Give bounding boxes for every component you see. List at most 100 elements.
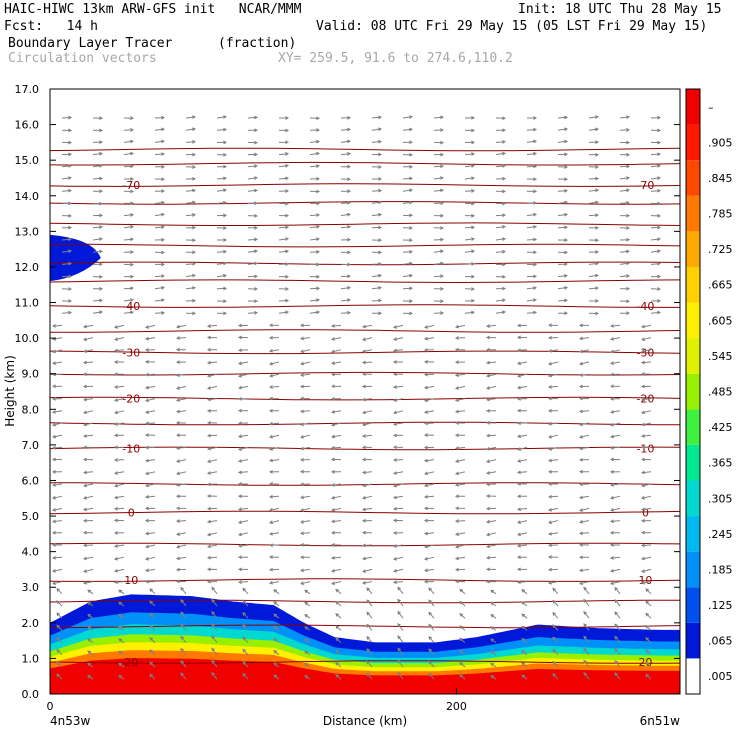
circulation-vector bbox=[82, 581, 94, 585]
circulation-vector bbox=[495, 237, 507, 241]
circulation-vector bbox=[144, 398, 156, 403]
circulation-vector bbox=[180, 635, 187, 643]
circulation-vector bbox=[614, 660, 621, 668]
circulation-vector bbox=[180, 599, 187, 607]
circulation-vector bbox=[175, 347, 187, 352]
circulation-vector bbox=[237, 434, 249, 439]
circulation-vector bbox=[526, 274, 538, 279]
circulation-vector bbox=[583, 647, 590, 656]
circulation-vector bbox=[154, 212, 166, 217]
circulation-vector bbox=[588, 188, 600, 193]
circulation-vector bbox=[397, 635, 404, 643]
colorbar-swatch bbox=[686, 444, 700, 481]
circulation-vector bbox=[340, 127, 352, 132]
contour-label-left: 20 bbox=[124, 656, 138, 669]
circulation-vector bbox=[299, 507, 311, 512]
circulation-vector bbox=[578, 482, 590, 487]
y-tick-label: 2.0 bbox=[22, 617, 40, 630]
circulation-vector bbox=[340, 139, 352, 144]
circulation-vector bbox=[547, 396, 559, 401]
circulation-vector bbox=[268, 349, 280, 353]
circulation-vector bbox=[403, 164, 414, 169]
circulation-vector bbox=[650, 225, 662, 230]
circulation-vector bbox=[217, 140, 228, 145]
circulation-vector bbox=[490, 614, 497, 619]
circulation-vector bbox=[392, 360, 403, 364]
circulation-vector bbox=[247, 261, 259, 266]
circulation-vector bbox=[87, 589, 94, 595]
circulation-vector bbox=[211, 586, 218, 595]
circulation-vector bbox=[640, 349, 652, 353]
circulation-vector bbox=[557, 139, 569, 144]
circulation-vector bbox=[340, 200, 352, 205]
circulation-vector bbox=[330, 543, 342, 547]
circulation-vector bbox=[175, 336, 187, 340]
circulation-vector bbox=[268, 373, 280, 378]
y-tick-label: 16.0 bbox=[15, 119, 40, 132]
circulation-vector bbox=[237, 361, 249, 366]
temperature-contour bbox=[49, 510, 681, 515]
circulation-vector bbox=[552, 660, 559, 668]
circulation-vector bbox=[619, 299, 631, 304]
circulation-vector bbox=[619, 176, 631, 180]
circulation-vector bbox=[361, 349, 373, 353]
circulation-vector bbox=[56, 649, 63, 656]
circulation-vector bbox=[206, 409, 218, 413]
circulation-vector bbox=[268, 421, 280, 426]
circulation-vector bbox=[340, 274, 352, 279]
circulation-vector bbox=[82, 568, 94, 573]
circulation-vector bbox=[402, 115, 414, 119]
circulation-vector bbox=[392, 556, 404, 561]
circulation-vector bbox=[51, 349, 63, 354]
circulation-vector bbox=[485, 519, 497, 524]
circulation-vector bbox=[51, 507, 63, 512]
circulation-vector bbox=[175, 471, 187, 476]
circulation-vector bbox=[371, 273, 383, 278]
circulation-vector bbox=[640, 384, 652, 389]
circulation-vector bbox=[490, 650, 497, 656]
circulation-vector bbox=[428, 623, 435, 631]
circulation-vector bbox=[299, 396, 311, 401]
circulation-vector bbox=[216, 311, 228, 316]
circulation-vector bbox=[206, 567, 218, 572]
colorbar-label: .845 bbox=[708, 172, 733, 185]
circulation-vector bbox=[578, 495, 590, 500]
circulation-vector bbox=[330, 483, 342, 487]
circulation-vector bbox=[330, 495, 342, 500]
circulation-vector bbox=[175, 421, 187, 425]
circulation-vector bbox=[113, 410, 125, 415]
circulation-vector bbox=[464, 274, 476, 279]
colorbar-swatch bbox=[686, 373, 700, 410]
circulation-vector bbox=[273, 637, 280, 643]
circulation-vector bbox=[278, 140, 290, 145]
circulation-vector bbox=[247, 274, 259, 279]
circulation-vector bbox=[496, 128, 507, 133]
y-tick-label: 7.0 bbox=[22, 439, 40, 452]
circulation-vector bbox=[583, 586, 590, 595]
circulation-vector bbox=[216, 176, 228, 181]
circulation-vector bbox=[583, 598, 590, 607]
circulation-vector bbox=[273, 589, 280, 595]
x-tick-label: 200 bbox=[446, 700, 467, 713]
circulation-vector bbox=[113, 495, 125, 500]
circulation-vector bbox=[495, 249, 507, 254]
circulation-vector bbox=[340, 310, 352, 315]
circulation-vector bbox=[144, 556, 156, 561]
header-line2-right: Valid: 08 UTC Fri 29 May 15 (05 LST Fri … bbox=[316, 19, 708, 34]
circulation-vector bbox=[526, 286, 538, 290]
circulation-vector bbox=[578, 384, 590, 389]
circulation-vector bbox=[433, 188, 445, 193]
circulation-vector bbox=[619, 274, 631, 278]
circulation-vector bbox=[278, 287, 290, 291]
circulation-vector bbox=[619, 213, 631, 218]
circulation-vector bbox=[340, 212, 352, 217]
circulation-vector bbox=[92, 164, 104, 168]
circulation-vector bbox=[371, 238, 383, 243]
circulation-vector bbox=[186, 250, 197, 255]
circulation-vector bbox=[526, 250, 538, 255]
circulation-vector bbox=[578, 422, 590, 427]
circulation-vector bbox=[175, 398, 187, 402]
temperature-contour bbox=[49, 161, 681, 166]
circulation-vector bbox=[583, 623, 590, 631]
